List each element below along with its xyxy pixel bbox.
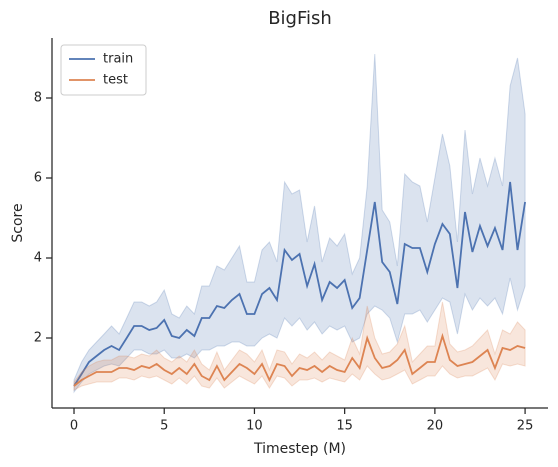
- y-tick-label: 8: [34, 91, 42, 106]
- x-tick-label: 5: [160, 419, 168, 434]
- y-axis-label: Score: [10, 203, 26, 242]
- legend-label: train: [103, 52, 133, 67]
- x-tick-label: 20: [427, 419, 444, 434]
- x-tick-label: 25: [517, 419, 534, 434]
- x-tick-label: 10: [246, 419, 263, 434]
- y-tick-label: 4: [34, 251, 42, 266]
- y-tick-label: 6: [34, 171, 42, 186]
- x-axis-label: Timestep (M): [253, 441, 346, 457]
- confidence-band: [73, 301, 526, 391]
- legend-box: [60, 44, 147, 96]
- line: [73, 181, 526, 387]
- chart-title: BigFish: [268, 8, 332, 29]
- legend-label: test: [103, 73, 128, 88]
- line: [73, 332, 526, 387]
- confidence-band: [73, 53, 526, 394]
- x-tick-label: 15: [336, 419, 353, 434]
- x-tick-label: 0: [70, 419, 78, 434]
- y-tick-label: 2: [34, 331, 42, 346]
